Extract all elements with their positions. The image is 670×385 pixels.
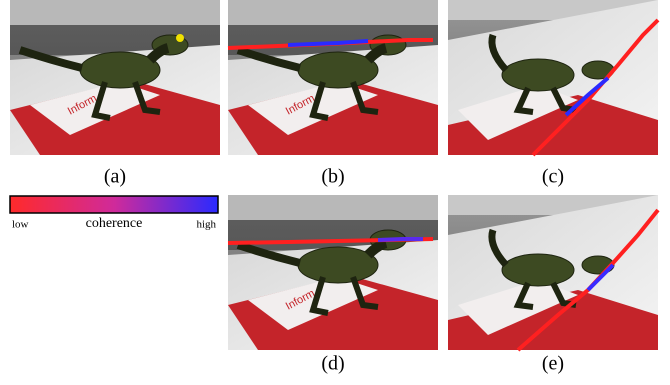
colorbar-low: low: [12, 219, 29, 231]
colorbar-label: coherence: [86, 216, 143, 231]
figure: Inform: [0, 0, 670, 385]
panel-b: [228, 0, 438, 155]
panel-e: [448, 195, 658, 350]
epipolar-line-high: [378, 239, 423, 240]
page: {"panels": [ {"caption": "(a)"}, {"capti…: [0, 0, 670, 385]
panel-c: [448, 0, 658, 155]
colorbar-gradient: [10, 196, 218, 213]
colorbar: low coherence high: [10, 196, 218, 231]
caption: (e): [542, 353, 564, 375]
colorbar-high: high: [196, 219, 216, 231]
caption: (b): [321, 166, 344, 188]
panel-d: [228, 195, 438, 350]
caption: (d): [321, 353, 344, 375]
caption: (a): [104, 166, 126, 188]
point-marker: [176, 34, 184, 42]
panel-a: [10, 0, 220, 155]
caption: (c): [542, 166, 564, 188]
